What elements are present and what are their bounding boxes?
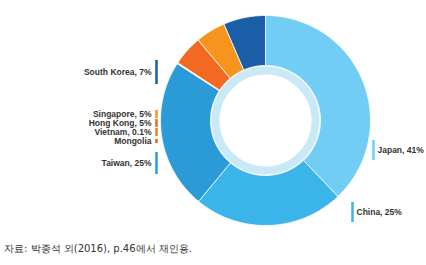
svg-text:China, 25%: China, 25% xyxy=(357,207,403,217)
svg-text:South Korea, 7%: South Korea, 7% xyxy=(84,67,152,77)
html-text:자료: 박종석 외(2016), p.46에서 재인용.: 자료: 박종석 외(2016), p.46에서 재인용. xyxy=(4,243,192,254)
svg-text:Hong Kong, 5%: Hong Kong, 5% xyxy=(89,118,152,128)
svg-text:Vietnam, 0.1%: Vietnam, 0.1% xyxy=(94,127,151,137)
svg-text:Japan, 41%: Japan, 41% xyxy=(378,145,425,155)
svg-text:Taiwan, 25%: Taiwan, 25% xyxy=(102,158,152,168)
svg-text:Singapore, 5%: Singapore, 5% xyxy=(93,109,152,119)
svg-text:Mongolia: Mongolia xyxy=(114,136,152,146)
